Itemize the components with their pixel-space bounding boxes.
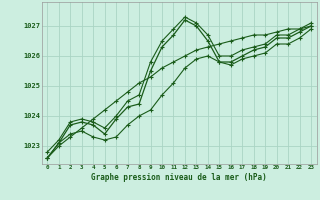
X-axis label: Graphe pression niveau de la mer (hPa): Graphe pression niveau de la mer (hPa) [91, 173, 267, 182]
